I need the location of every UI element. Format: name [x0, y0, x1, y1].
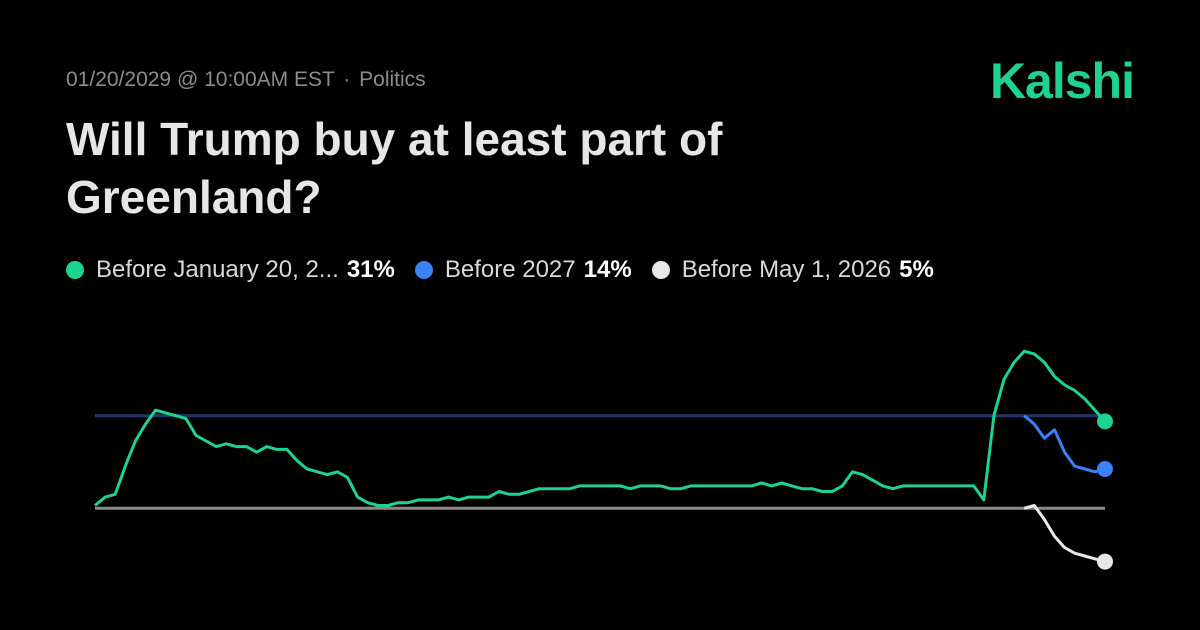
legend-item-2027[interactable]: Before 2027 14% [414, 256, 632, 284]
legend-dot-white-icon [651, 261, 670, 279]
legend-value: 31% [346, 256, 395, 283]
legend-label: Before January 20, 2... [96, 256, 339, 283]
close-time: @ 10:00AM EST [176, 68, 335, 91]
market-meta: 01/20/2029 @ 10:00AM EST · Politics [66, 68, 426, 92]
legend-label: Before May 1, 2026 [681, 256, 892, 283]
legend-label: Before 2027 [444, 256, 576, 283]
series-line-1 [1023, 414, 1106, 474]
legend-value: 5% [899, 256, 934, 283]
series-line-2 [1023, 504, 1106, 564]
price-history-chart [94, 349, 1113, 570]
legend-dot-blue-icon [414, 261, 433, 279]
category-label: Politics [359, 68, 426, 91]
close-date: 01/20/2029 [66, 68, 172, 91]
market-question: Will Trump buy at least part of Greenlan… [66, 113, 723, 223]
legend-item-may-2026[interactable]: Before May 1, 2026 5% [651, 256, 934, 284]
legend-dot-green-icon [66, 261, 84, 279]
series-line-0 [94, 349, 1107, 507]
series-endpoint-0 [1097, 413, 1113, 430]
legend-item-january[interactable]: Before January 20, 2... 31% [66, 256, 395, 284]
chart-legend: Before January 20, 2... 31% Before 2027 … [66, 256, 954, 284]
kalshi-logo: Kalshi [989, 53, 1135, 109]
series-endpoint-1 [1097, 461, 1113, 478]
legend-value: 14% [583, 256, 632, 283]
series-endpoint-2 [1097, 553, 1113, 570]
meta-separator: · [343, 68, 351, 91]
